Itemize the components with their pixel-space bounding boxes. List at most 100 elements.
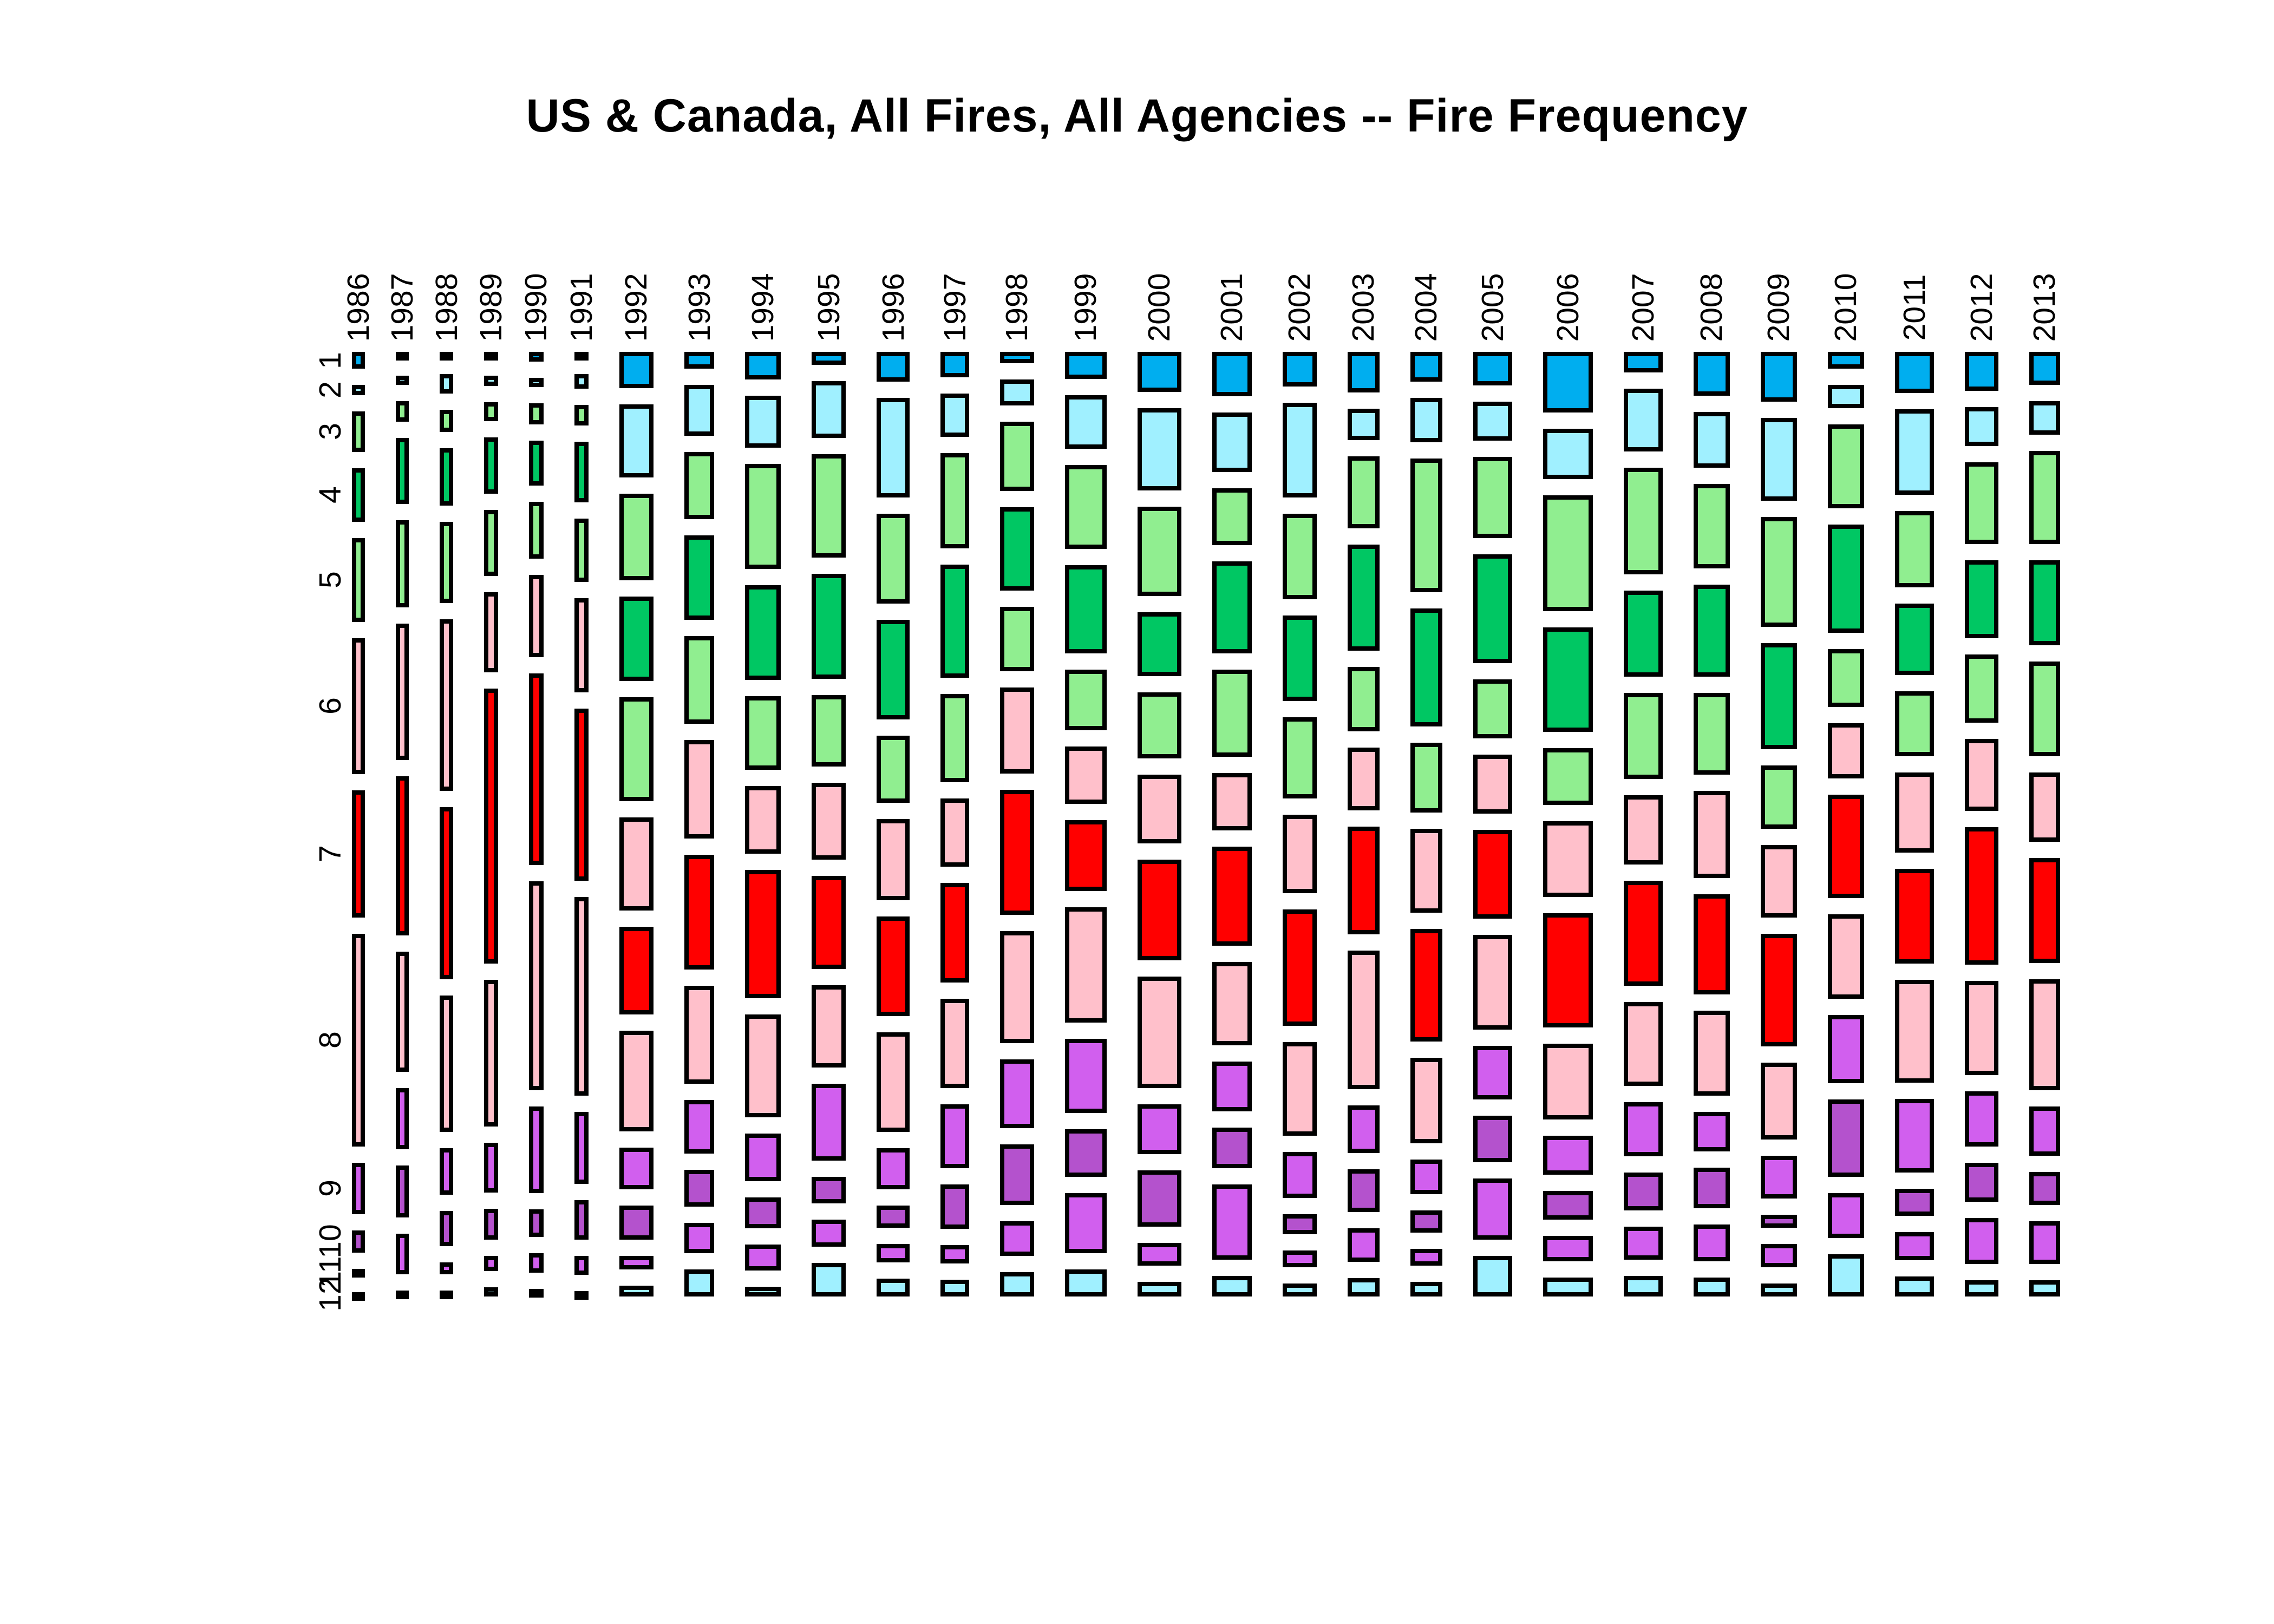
mosaic-cell (1894, 772, 1934, 853)
mosaic-cell (1894, 352, 1934, 394)
mosaic-cell (528, 502, 544, 559)
mosaic-cell (1473, 554, 1512, 663)
mosaic-cell (574, 598, 589, 692)
mosaic-cell (1623, 1002, 1663, 1086)
mosaic-cell (574, 1112, 589, 1184)
mosaic-cell (877, 1032, 910, 1132)
mosaic-cell (574, 1291, 589, 1300)
mosaic-cell (1964, 739, 1998, 811)
mosaic-cell (1894, 604, 1934, 676)
mosaic-cell (1964, 1091, 1998, 1147)
y-tick-month-label-text: 2 (313, 381, 348, 399)
mosaic-cell (940, 694, 969, 782)
mosaic-cell (1347, 951, 1380, 1090)
mosaic-cell (619, 352, 654, 388)
mosaic-cell (999, 1144, 1034, 1205)
mosaic-cell (940, 882, 969, 983)
mosaic-cell (745, 785, 781, 854)
mosaic-cell (1894, 691, 1934, 757)
mosaic-cell (574, 405, 589, 426)
mosaic-cell (440, 1290, 453, 1299)
mosaic-cell (619, 494, 654, 581)
mosaic-cell (2029, 979, 2060, 1091)
mosaic-cell (395, 438, 409, 504)
mosaic-cell (940, 798, 969, 867)
mosaic-cell (745, 585, 781, 680)
mosaic-cell (877, 916, 910, 1017)
mosaic-cell (574, 897, 589, 1096)
x-tick-year-label-text: 1992 (619, 273, 654, 342)
mosaic-cell (483, 437, 498, 494)
mosaic-cell (999, 352, 1034, 364)
mosaic-cell (1473, 1045, 1512, 1099)
mosaic-cell (1827, 723, 1864, 779)
mosaic-cell (877, 398, 910, 498)
mosaic-cell (395, 520, 409, 607)
mosaic-cell (528, 673, 544, 865)
mosaic-cell (812, 352, 846, 365)
mosaic-cell (684, 985, 715, 1084)
mosaic-cell (812, 574, 846, 679)
mosaic-cell (1894, 1232, 1934, 1261)
mosaic-cell (1347, 544, 1380, 651)
mosaic-cell (2029, 661, 2060, 757)
mosaic-cell (999, 607, 1034, 672)
mosaic-cell (1543, 913, 1593, 1027)
mosaic-cell (352, 1292, 365, 1301)
mosaic-cell (1894, 1189, 1934, 1216)
mosaic-cell (745, 1244, 781, 1271)
mosaic-cell (940, 1279, 969, 1296)
mosaic-cell (352, 790, 365, 918)
mosaic-cell (1137, 860, 1181, 960)
mosaic-cell (1827, 352, 1864, 369)
mosaic-cell (1623, 881, 1663, 986)
mosaic-cell (812, 1083, 846, 1161)
mosaic-cell (1064, 746, 1107, 804)
mosaic-cell (1760, 1156, 1797, 1199)
mosaic-cell (1623, 352, 1663, 373)
mosaic-cell (619, 817, 654, 911)
mosaic-cell (1473, 679, 1512, 738)
mosaic-cell (1964, 654, 1998, 723)
mosaic-cell (1137, 692, 1181, 759)
mosaic-cell (395, 951, 409, 1072)
x-tick-year-label-text: 1998 (999, 273, 1035, 342)
mosaic-cell (619, 1286, 654, 1296)
mosaic-cell (1137, 352, 1181, 392)
mosaic-cell (1064, 464, 1107, 549)
mosaic-cell (1410, 352, 1442, 382)
mosaic-cell (1543, 495, 1593, 612)
mosaic-cell (395, 401, 409, 422)
mosaic-cell (1827, 424, 1864, 509)
mosaic-cell (877, 735, 910, 803)
mosaic-cell (440, 409, 453, 432)
x-tick-year-label-text: 1986 (341, 273, 376, 342)
mosaic-cell (940, 393, 969, 437)
mosaic-cell (1693, 584, 1730, 677)
mosaic-cell (999, 422, 1034, 491)
mosaic-cell (999, 687, 1034, 774)
mosaic-cell (1827, 914, 1864, 999)
mosaic-cell (1693, 1277, 1730, 1296)
mosaic-cell (395, 376, 409, 385)
mosaic-cell (1693, 352, 1730, 396)
mosaic-cell (812, 454, 846, 558)
mosaic-cell (1347, 1278, 1380, 1296)
mosaic-cell (1623, 1226, 1663, 1260)
x-tick-year-label-text: 1994 (746, 273, 781, 342)
y-tick-month-label-text: 10 (313, 1224, 348, 1259)
mosaic-cell (395, 1290, 409, 1299)
mosaic-cell (619, 1206, 654, 1240)
mosaic-cell (395, 352, 409, 361)
mosaic-cell (745, 352, 781, 379)
mosaic-cell (440, 448, 453, 506)
mosaic-cell (440, 1148, 453, 1195)
mosaic-cell (1064, 1269, 1107, 1296)
x-tick-year-label-text: 2012 (1964, 273, 1999, 342)
mosaic-cell (528, 352, 544, 362)
mosaic-cell (745, 870, 781, 998)
mosaic-cell (684, 636, 715, 724)
mosaic-cell (1623, 1275, 1663, 1296)
mosaic-cell (745, 464, 781, 569)
mosaic-cell (812, 1262, 846, 1296)
